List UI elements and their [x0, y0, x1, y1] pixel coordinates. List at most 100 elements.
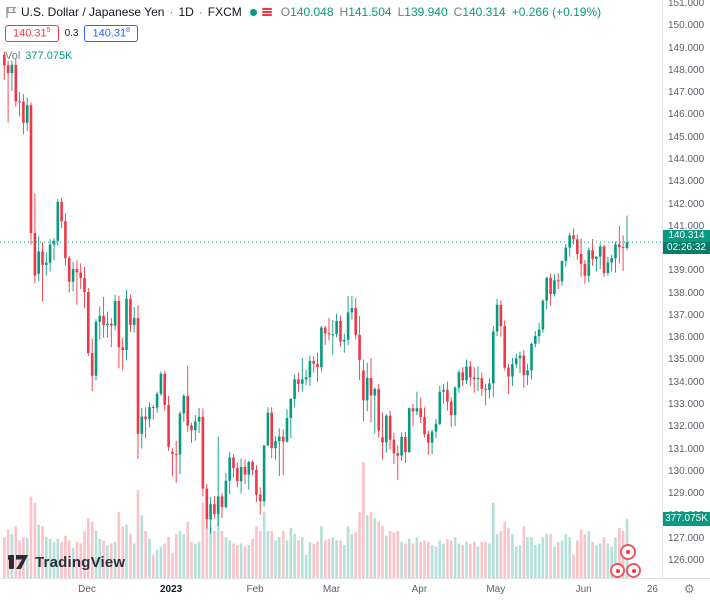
- volume-bar: [488, 543, 491, 578]
- sell-button[interactable]: 140.315: [5, 25, 59, 42]
- candle-body: [71, 269, 75, 282]
- candle-body: [553, 280, 556, 295]
- candle-body: [556, 280, 560, 282]
- volume-bar: [553, 546, 556, 578]
- volume-bar: [60, 541, 63, 578]
- volume-bar: [56, 538, 60, 578]
- volume-bar: [90, 521, 94, 578]
- volume-bar: [79, 543, 82, 578]
- price-axis-label: 150.000: [668, 20, 705, 32]
- volume-bar: [121, 526, 124, 578]
- volume-bar: [438, 540, 442, 578]
- candle-body: [18, 101, 21, 103]
- volume-bar: [327, 538, 331, 578]
- symbol-title[interactable]: U.S. Dollar / Japanese Yen: [21, 5, 165, 19]
- candle-body: [545, 277, 548, 301]
- candle-body: [430, 431, 434, 443]
- volume-bar: [94, 531, 98, 578]
- candle-body: [350, 308, 354, 313]
- candle-body: [541, 300, 545, 330]
- flag-icon[interactable]: [5, 6, 16, 18]
- red-badge-icon-2[interactable]: [610, 563, 625, 578]
- candle-body: [197, 416, 201, 422]
- volume-bar: [110, 543, 113, 578]
- candle-body: [274, 441, 277, 449]
- volume-bar: [125, 524, 128, 578]
- timeframe-label[interactable]: 1D: [178, 5, 194, 19]
- time-axis-label: 26: [646, 584, 658, 595]
- candle-body: [595, 256, 598, 259]
- volume-bar: [381, 526, 384, 578]
- price-axis-label: 145.000: [668, 131, 705, 143]
- candle-body: [205, 488, 209, 520]
- candle-body: [618, 244, 621, 248]
- candle-body: [41, 251, 44, 265]
- time-axis-settings-icon[interactable]: ⚙: [684, 582, 695, 596]
- volume-layer: [3, 462, 629, 578]
- candle-body: [113, 301, 117, 326]
- change-value: +0.266 (+0.19%): [511, 5, 602, 19]
- volume-bar: [495, 534, 499, 578]
- volume-bar: [545, 534, 548, 578]
- candle-body: [476, 378, 480, 380]
- volume-bar: [209, 526, 212, 578]
- candle-body: [102, 315, 105, 325]
- volume-bar: [541, 537, 545, 578]
- candle-body: [392, 439, 396, 454]
- volume-bar: [484, 541, 487, 578]
- volume-bar: [117, 512, 121, 578]
- volume-bar: [442, 543, 445, 578]
- separator: ·: [198, 5, 203, 19]
- red-badge-icon-1[interactable]: [620, 544, 636, 560]
- volume-bar: [129, 534, 132, 578]
- candle-body: [606, 262, 610, 274]
- candle-body: [163, 373, 166, 405]
- volume-bar: [350, 534, 354, 578]
- candle-body: [117, 301, 121, 348]
- price-axis[interactable]: 151.000 150.000 149.000 148.000 147.000 146.0…: [662, 0, 710, 578]
- candle-body: [472, 377, 476, 380]
- volume-bar: [480, 541, 484, 578]
- volume-bar: [289, 527, 293, 578]
- volume-bar: [591, 541, 594, 578]
- volume-bar: [514, 546, 518, 578]
- candle-body: [434, 423, 438, 432]
- volume-bar: [430, 545, 434, 578]
- candle-body: [396, 453, 400, 456]
- candle-body: [537, 329, 541, 336]
- time-axis-label: May: [486, 584, 506, 595]
- chart-canvas[interactable]: [0, 0, 662, 578]
- volume-bar: [205, 512, 209, 578]
- time-axis[interactable]: ⚙ Dec 2023 Feb Mar Apr May Jun 26: [0, 578, 710, 600]
- volume-bar: [255, 526, 258, 578]
- buy-button[interactable]: 140.318: [84, 25, 139, 42]
- market-status-dot-icon[interactable]: [249, 8, 257, 16]
- candle-body: [10, 65, 14, 73]
- volume-bar: [472, 541, 476, 578]
- separator: ·: [169, 5, 174, 19]
- tradingview-logo[interactable]: TradingView: [8, 552, 125, 572]
- candle-body: [488, 383, 491, 390]
- price-axis-label: 126.000: [668, 555, 705, 566]
- candle-body: [598, 246, 602, 257]
- candle-body: [289, 398, 293, 418]
- volume-bar: [71, 548, 75, 578]
- volume-bar: [407, 538, 411, 578]
- volume-bar: [610, 546, 613, 578]
- legend-menu-icon[interactable]: [261, 8, 272, 16]
- volume-bar: [358, 512, 361, 578]
- candle-body: [323, 327, 327, 334]
- exchange-label[interactable]: FXCM: [207, 5, 242, 19]
- price-axis-label: 134.000: [668, 376, 705, 388]
- volume-bar: [213, 531, 216, 578]
- red-badge-icon-3[interactable]: [626, 563, 641, 578]
- volume-bar: [503, 521, 506, 578]
- volume-bar: [373, 518, 377, 578]
- volume-bar: [576, 540, 579, 578]
- candle-body: [388, 415, 392, 440]
- price-axis-label: 147.000: [668, 87, 705, 99]
- candle-body: [526, 370, 529, 376]
- chart-legend: U.S. Dollar / Japanese Yen · 1D · FXCM O…: [5, 5, 601, 62]
- volume-bar: [377, 521, 380, 578]
- volume-bar: [453, 537, 457, 578]
